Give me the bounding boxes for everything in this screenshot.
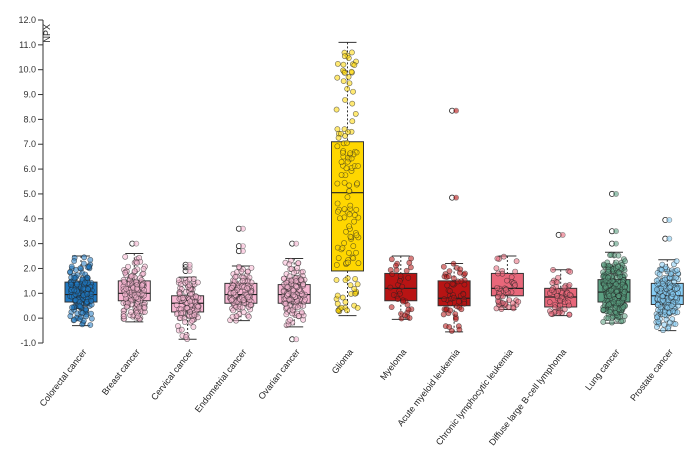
box-acute-myeloid-leukemia[interactable] bbox=[437, 107, 471, 334]
y-tick-label: 2.0 bbox=[23, 263, 36, 273]
y-tick-label: 11.0 bbox=[19, 40, 36, 50]
box-diffuse-large-b-cell-lymphoma[interactable] bbox=[544, 231, 578, 318]
x-axis-labels: Colorectal cancer Breast cancer Cervical c… bbox=[38, 347, 675, 447]
box-group bbox=[64, 41, 684, 343]
data-points bbox=[387, 255, 415, 322]
x-category-label: Breast cancer bbox=[100, 347, 142, 397]
y-tick-label: 7.0 bbox=[23, 139, 36, 149]
y-tick-label: -1.0 bbox=[20, 338, 36, 348]
y-tick-label: 1.0 bbox=[23, 288, 36, 298]
box-breast-cancer[interactable] bbox=[117, 240, 151, 323]
y-tick-label: 3.0 bbox=[23, 239, 36, 249]
x-category-label: Colorectal cancer bbox=[38, 347, 89, 408]
box-chronic-lymphocytic-leukemia[interactable] bbox=[490, 253, 524, 313]
box-myeloma[interactable] bbox=[384, 255, 418, 322]
x-category-label: Myeloma bbox=[378, 347, 408, 382]
y-axis: -1.0 0.0 1.0 2.0 3.0 4.0 5.0 6.0 7.0 8.0 9.0 10.0 11… bbox=[18, 15, 44, 348]
x-category-label: Cervical cancer bbox=[149, 347, 195, 402]
data-points bbox=[493, 253, 522, 313]
box-glioma[interactable] bbox=[331, 41, 364, 317]
data-points bbox=[120, 240, 148, 323]
data-points bbox=[67, 254, 95, 328]
y-tick-label: 4.0 bbox=[23, 214, 36, 224]
box-colorectal-cancer[interactable] bbox=[64, 254, 98, 328]
data-points bbox=[280, 240, 308, 343]
data-points bbox=[227, 225, 255, 324]
box-endometrial-cancer[interactable] bbox=[224, 225, 258, 324]
x-category-label: Acute myeloid leukemia bbox=[395, 347, 461, 428]
box-lung-cancer[interactable] bbox=[597, 190, 631, 326]
data-points bbox=[173, 261, 202, 342]
x-category-label: Lung cancer bbox=[583, 347, 621, 392]
box-prostate-cancer[interactable] bbox=[650, 217, 684, 334]
data-points bbox=[440, 107, 468, 334]
y-tick-label: 5.0 bbox=[23, 189, 36, 199]
x-category-label: Glioma bbox=[330, 347, 355, 376]
y-tick-label: 8.0 bbox=[23, 114, 36, 124]
box-ovarian-cancer[interactable] bbox=[277, 240, 311, 343]
data-points bbox=[600, 190, 628, 326]
y-tick-label: 12.0 bbox=[18, 15, 36, 25]
x-category-label: Endometrial cancer bbox=[193, 347, 249, 414]
y-axis-title: NPX bbox=[42, 24, 52, 43]
data-points bbox=[333, 49, 362, 315]
y-tick-label: 0.0 bbox=[23, 313, 36, 323]
data-points bbox=[546, 231, 574, 318]
y-tick-label: 9.0 bbox=[23, 90, 36, 100]
box-cervical-cancer[interactable] bbox=[171, 261, 205, 342]
x-category-label: Prostate cancer bbox=[628, 347, 675, 403]
y-tick-label: 10.0 bbox=[18, 65, 36, 75]
data-points bbox=[653, 217, 682, 334]
x-category-label: Ovarian cancer bbox=[256, 347, 301, 401]
y-tick-label: 6.0 bbox=[23, 164, 36, 174]
